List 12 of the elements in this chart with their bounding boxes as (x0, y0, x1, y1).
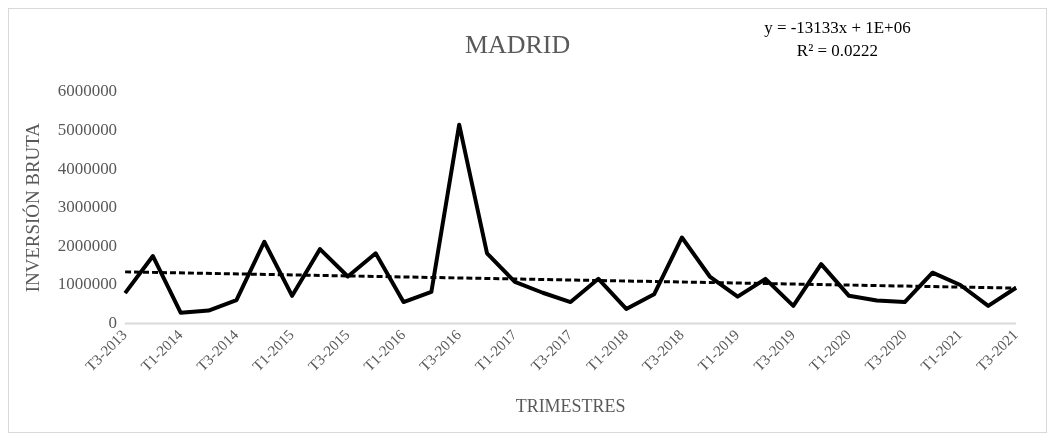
y-tick-label: 5000000 (57, 119, 118, 139)
y-axis-title: INVERSIÓN BRUTA (22, 122, 44, 293)
y-tick-label: 6000000 (57, 81, 118, 101)
text: y = -13133x + 1E+06 (764, 18, 911, 38)
y-tick-label: 4000000 (57, 158, 118, 178)
y-tick-label: 2000000 (57, 235, 118, 255)
y-tick-label: 3000000 (57, 197, 118, 217)
y-tick-label: 0 (108, 313, 118, 333)
y-tick-label: 1000000 (57, 274, 118, 294)
text: R² = 0.0222 (796, 41, 878, 61)
x-axis-title: TRIMESTRES (515, 396, 626, 417)
chart-title: MADRID (464, 30, 571, 60)
